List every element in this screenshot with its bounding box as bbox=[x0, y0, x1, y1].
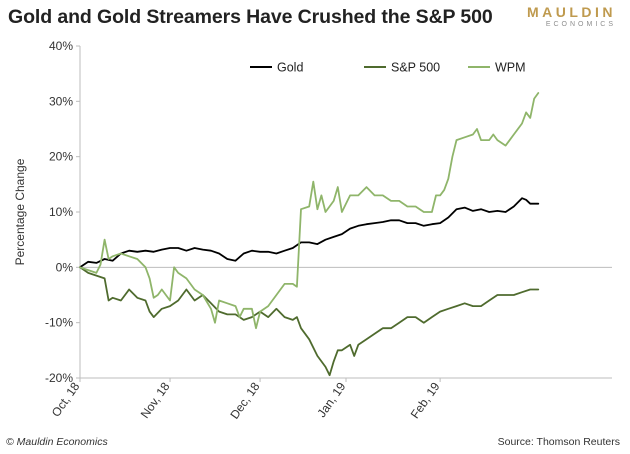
chart-legend: Gold S&P 500 WPM bbox=[250, 61, 526, 75]
y-tick-label: 20% bbox=[49, 150, 73, 164]
chart-axes: -20% -10% 0% 10% 20% 30% 40% Oct, 18 Nov, 18 Dec,… bbox=[13, 39, 612, 422]
series-line-gold bbox=[79, 197, 540, 269]
series-line-wpm bbox=[79, 92, 540, 330]
y-tick-label: 0% bbox=[56, 260, 74, 274]
x-tick-label: Nov, 18 bbox=[138, 379, 173, 420]
x-tick-label: Jan, 19 bbox=[314, 379, 348, 420]
brand-logo: MAULDIN ECONOMICS bbox=[527, 5, 616, 29]
legend-label-gold: Gold bbox=[277, 61, 303, 75]
legend-label-wpm: WPM bbox=[495, 61, 526, 75]
brand-logo-sub: ECONOMICS bbox=[545, 21, 616, 28]
x-tick-label: Dec, 18 bbox=[227, 379, 262, 421]
chart-series bbox=[79, 92, 540, 377]
x-tick-label: Oct, 18 bbox=[49, 379, 83, 419]
y-tick-label: 30% bbox=[49, 94, 73, 108]
y-tick-label: -20% bbox=[45, 371, 73, 385]
copyright-note: © Mauldin Economics bbox=[6, 436, 108, 448]
y-axis-title: Percentage Change bbox=[13, 158, 27, 265]
y-tick-label: -10% bbox=[45, 316, 73, 330]
y-tick-label: 10% bbox=[49, 205, 73, 219]
legend-label-s-p-500: S&P 500 bbox=[391, 61, 440, 75]
x-tick-label: Feb, 19 bbox=[408, 379, 443, 421]
chart-title: Gold and Gold Streamers Have Crushed the… bbox=[8, 6, 493, 28]
source-note: Source: Thomson Reuters bbox=[497, 436, 620, 448]
brand-logo-main: MAULDIN bbox=[526, 4, 616, 20]
series-line-s-p-500 bbox=[79, 266, 540, 377]
y-tick-label: 40% bbox=[49, 39, 73, 53]
